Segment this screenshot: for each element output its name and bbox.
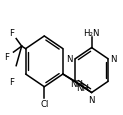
- Text: Cl: Cl: [40, 99, 48, 108]
- Text: NH: NH: [70, 79, 83, 88]
- Text: F: F: [9, 78, 14, 86]
- Text: F: F: [4, 53, 9, 62]
- Text: N: N: [110, 55, 117, 64]
- Text: N: N: [66, 55, 73, 64]
- Text: N: N: [88, 95, 95, 104]
- Text: F: F: [9, 29, 14, 37]
- Text: NH: NH: [76, 83, 89, 92]
- Text: H₂N: H₂N: [83, 28, 100, 37]
